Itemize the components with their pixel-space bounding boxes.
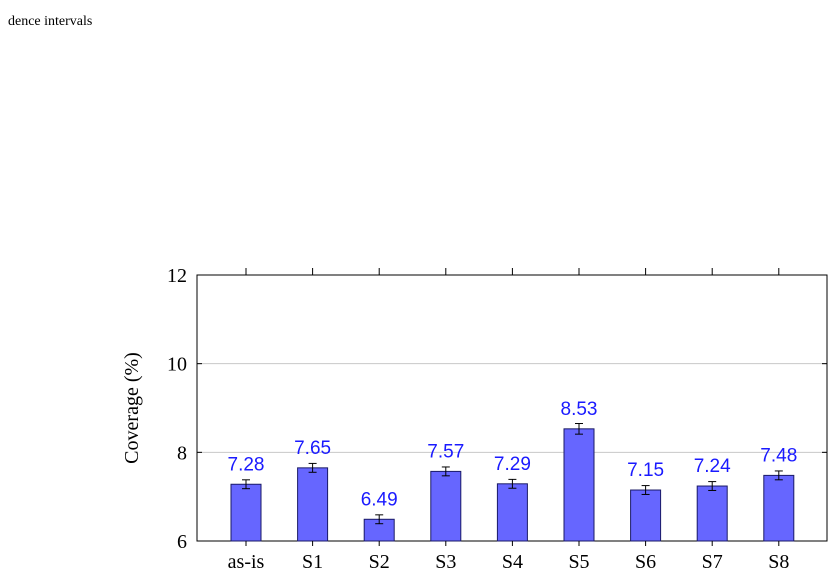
- y-axis-title: Coverage (%): [121, 352, 143, 464]
- x-tick-label: S1: [302, 551, 323, 573]
- x-tick-label: S2: [369, 551, 390, 573]
- data-label: 6.49: [361, 489, 398, 510]
- bar: [430, 470, 462, 542]
- data-label: 7.28: [228, 454, 265, 475]
- data-label: 8.53: [561, 399, 598, 420]
- x-tick-label: as-is: [228, 551, 265, 573]
- bar: [630, 489, 662, 542]
- bar: [763, 474, 795, 542]
- y-tick-label: 8: [177, 442, 187, 464]
- x-tick-label: S8: [768, 551, 789, 573]
- y-tick-label: 10: [167, 354, 187, 376]
- x-tick-label: S6: [635, 551, 656, 573]
- bar: [563, 428, 595, 542]
- data-label: 7.24: [694, 456, 731, 477]
- data-label: 7.65: [294, 438, 331, 459]
- x-tick-label: S3: [435, 551, 456, 573]
- data-label: 7.48: [760, 445, 797, 466]
- bar: [696, 485, 728, 542]
- bar: [297, 467, 329, 542]
- data-label: 7.57: [427, 441, 464, 462]
- figure-caption: dence intervals: [8, 14, 93, 29]
- bar: [230, 483, 262, 542]
- x-tick-label: S5: [568, 551, 589, 573]
- y-tick-label: 6: [177, 531, 187, 553]
- bar: [496, 483, 528, 542]
- data-label: 7.29: [494, 454, 531, 475]
- y-tick-label: 12: [167, 265, 187, 287]
- x-tick-label: S4: [502, 551, 523, 573]
- x-tick-label: S7: [702, 551, 723, 573]
- data-label: 7.15: [627, 460, 664, 481]
